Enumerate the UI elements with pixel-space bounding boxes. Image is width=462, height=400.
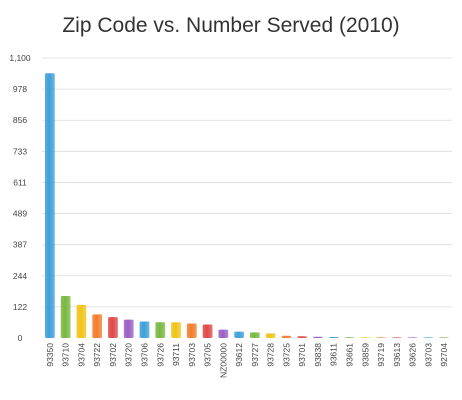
bar-93702 [108, 317, 118, 338]
bar-93703 [423, 337, 434, 338]
x-tick-label: 93702 [108, 343, 118, 367]
x-tick-label: 93838 [313, 343, 323, 367]
x-tick-label: 93626 [408, 343, 418, 367]
x-tick-label: 93728 [266, 343, 276, 367]
y-tick-label: 978 [13, 84, 27, 94]
y-axis: 0 122 244 387 489 611 733 856 978 1,100 [9, 53, 31, 343]
x-tick-label: 93661 [345, 343, 355, 367]
bar-93728 [265, 333, 276, 338]
bar-93727 [249, 332, 260, 338]
bar-93611 [328, 336, 339, 338]
bar-93704 [76, 304, 87, 338]
y-tick-label: 733 [13, 146, 27, 156]
bar-93613 [391, 337, 402, 338]
bar-93710 [60, 296, 71, 338]
bar-93626 [407, 337, 418, 338]
bar-93706 [139, 321, 150, 338]
y-tick-label: 489 [13, 209, 27, 219]
x-tick-label: 93711 [171, 343, 181, 366]
bar-93703 [186, 323, 197, 338]
chart-title: Zip Code vs. Number Served (2010) [62, 14, 400, 37]
bar-92704 [439, 337, 450, 338]
bar-93719 [376, 337, 386, 338]
bars [44, 73, 450, 338]
bar-93705 [202, 324, 213, 338]
x-tick-label: 93705 [203, 343, 213, 367]
bar-93350 [44, 73, 55, 338]
y-tick-label: 0 [18, 333, 23, 343]
x-tick-label: 93720 [124, 343, 134, 367]
bar-93661 [344, 337, 355, 338]
x-tick-label: 93725 [281, 343, 291, 367]
x-tick-label: 93719 [376, 343, 386, 367]
y-tick-label: 611 [13, 177, 27, 187]
x-tick-label: 93701 [297, 343, 307, 367]
bar-93701 [297, 336, 308, 338]
bar-93726 [155, 322, 166, 338]
x-axis: 93350 93710 93704 93722 93702 93720 93706 93726… [45, 343, 449, 378]
x-tick-label: 93726 [155, 343, 165, 367]
x-tick-label: 93859 [360, 343, 370, 367]
grid [42, 57, 452, 308]
x-tick-label: 93704 [76, 343, 86, 367]
y-tick-label: 387 [13, 240, 27, 250]
bar-93859 [360, 337, 371, 338]
y-tick-label: 1,100 [9, 53, 31, 63]
bar-93720 [123, 319, 134, 338]
x-tick-label: 93727 [250, 343, 260, 367]
x-tick-label: 93706 [140, 343, 150, 367]
x-tick-label: 92704 [439, 343, 449, 367]
bar-NZ00000 [218, 329, 229, 338]
y-tick-label: 122 [13, 302, 27, 312]
x-tick-label: 93613 [392, 343, 402, 367]
bar-93722 [92, 314, 103, 338]
bar-93725 [281, 335, 292, 338]
x-tick-label: 93703 [423, 343, 433, 367]
x-tick-label: 93350 [45, 343, 55, 367]
y-tick-label: 244 [13, 271, 27, 281]
bar-93711 [171, 322, 181, 338]
x-tick-label: 93611 [329, 343, 339, 366]
x-tick-label: 93612 [234, 343, 244, 367]
y-tick-label: 856 [13, 115, 27, 125]
bar-93838 [313, 336, 323, 338]
x-tick-label: 93710 [61, 343, 71, 367]
x-tick-label: 93703 [187, 343, 197, 367]
x-tick-label: NZ00000 [218, 343, 228, 378]
x-tick-label: 93722 [92, 343, 102, 367]
bar-93612 [234, 331, 245, 338]
